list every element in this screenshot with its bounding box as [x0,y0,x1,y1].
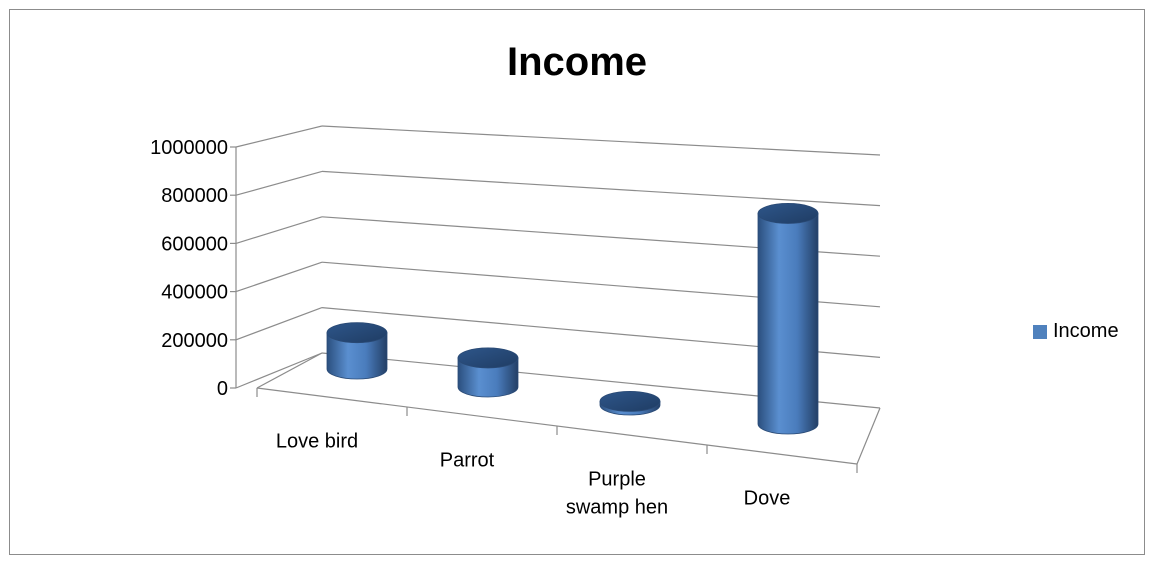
side-gridline [235,170,323,196]
back-gridline [321,125,881,156]
legend: Income [1033,320,1119,343]
back-gridline [321,170,881,207]
bar-2 [457,347,519,398]
y-tick-label: 800000 [161,185,228,207]
x-tick-label: Love bird [276,431,358,453]
bar-top [757,203,819,224]
legend-label: Income [1053,320,1119,342]
side-gridline [235,307,323,341]
side-gridline [235,261,323,293]
bar-4 [757,203,819,435]
y-tick-label: 600000 [161,233,228,255]
y-tick-label: 200000 [161,330,228,352]
x-tick-label: Dove [744,488,791,510]
bar-top [599,390,661,412]
x-tick-label: Parrot [440,450,495,472]
y-tick-label: 1000000 [150,137,228,159]
side-gridline [235,352,323,389]
y-tick-label: 400000 [161,282,228,304]
bar-body [326,332,388,380]
bar-1 [326,322,388,380]
side-gridline [235,216,323,244]
bar-body [457,357,519,398]
bar-3 [599,390,661,416]
side-gridline [235,125,323,148]
legend-swatch [1033,324,1047,339]
bar-top [457,347,519,369]
x-tick-label: Purple swamp hen [566,469,668,519]
y-tick-label: 0 [217,378,228,400]
chart-title: Income [506,40,648,84]
floor-edge-right [856,407,881,465]
bar-top [326,322,388,344]
bar-body [757,213,819,435]
floor-edge-left [256,352,323,389]
